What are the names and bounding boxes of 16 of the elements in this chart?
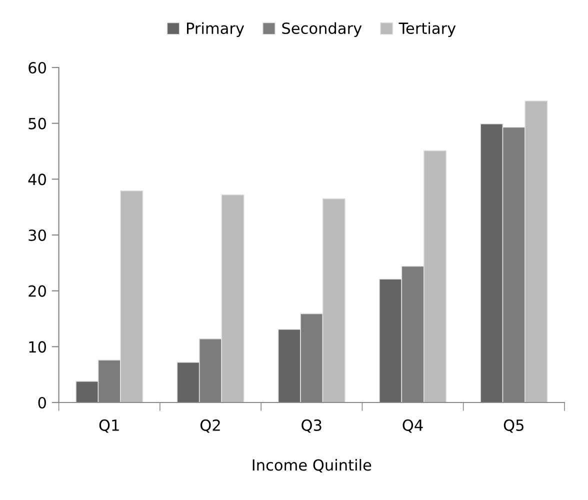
x-tick-label: Q2 (200, 419, 220, 433)
x-tick-label: Q1 (99, 419, 119, 433)
y-tick-label: 20 (28, 285, 46, 297)
legend-label: Tertiary (398, 22, 456, 37)
y-tick-label: 30 (28, 229, 46, 242)
x-axis-title: Income Quintile (252, 458, 372, 473)
y-tick-label: 60 (28, 62, 46, 74)
y-tick-label: 50 (28, 118, 46, 130)
y-tick-label: 40 (28, 174, 46, 186)
y-tick-label: 10 (29, 341, 46, 353)
x-tick-label: Q5 (504, 419, 524, 433)
legend-label: Secondary (282, 22, 362, 37)
x-tick-label: Q4 (402, 419, 423, 433)
x-tick-label: Q3 (302, 419, 322, 433)
y-tick-label: 0 (38, 396, 46, 409)
legend-label: Primary (186, 22, 244, 37)
